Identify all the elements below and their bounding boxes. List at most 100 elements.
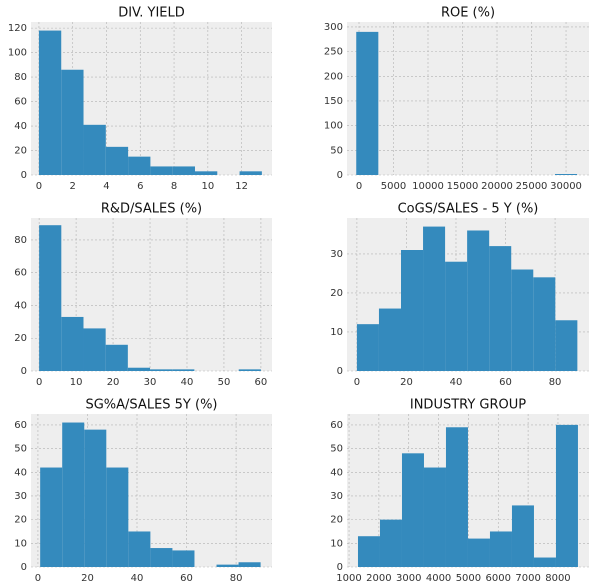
bar: [400, 250, 424, 371]
bar: [150, 548, 173, 567]
bar: [467, 538, 490, 567]
bar: [379, 519, 402, 567]
y-tick-label: 50: [330, 145, 343, 156]
y-tick-label: 60: [14, 420, 27, 431]
x-tick-label: 6000: [486, 573, 511, 584]
bar: [83, 124, 106, 175]
bar: [38, 30, 62, 176]
bar: [356, 324, 379, 371]
x-tick-label: 0: [36, 377, 42, 388]
y-tick-label: 40: [14, 300, 27, 311]
x-tick-label: 80: [549, 377, 562, 388]
x-tick-label: 40: [450, 377, 463, 388]
bar: [489, 246, 512, 371]
x-tick-label: 10000: [412, 181, 444, 192]
x-tick-label: 20000: [481, 181, 513, 192]
x-tick-label: 8000: [545, 573, 570, 584]
bar: [511, 505, 534, 567]
x-tick-label: 3000: [396, 573, 421, 584]
y-tick-label: 50: [14, 444, 27, 455]
x-tick-label: 2000: [366, 573, 391, 584]
x-tick-label: 30: [144, 377, 157, 388]
bar: [216, 564, 239, 567]
bar: [555, 320, 578, 371]
bar: [423, 226, 446, 371]
y-tick-label: 50: [330, 444, 343, 455]
chart-title: SG%A/SALES 5Y (%): [85, 398, 217, 413]
bar: [40, 467, 63, 567]
bar: [172, 166, 195, 175]
chart-title: INDUSTRY GROUP: [410, 398, 526, 413]
y-tick-label: 10: [14, 538, 27, 549]
x-tick-label: 25000: [516, 181, 548, 192]
x-tick-label: 12: [235, 181, 248, 192]
y-tick-label: 0: [21, 562, 27, 573]
y-tick-label: 100: [324, 121, 343, 132]
x-tick-label: 5000: [381, 181, 406, 192]
x-tick-label: 40: [131, 573, 144, 584]
x-tick-label: 6: [137, 181, 143, 192]
bar: [533, 557, 556, 567]
bar: [172, 550, 195, 567]
bar: [445, 427, 468, 567]
bar: [61, 69, 84, 175]
x-tick-label: 5000: [456, 573, 481, 584]
bar: [378, 308, 401, 371]
y-tick-label: 10: [330, 327, 343, 338]
y-tick-label: 40: [14, 121, 27, 132]
y-tick-label: 30: [14, 491, 27, 502]
y-tick-label: 20: [14, 515, 27, 526]
y-tick-label: 10: [330, 538, 343, 549]
bar: [423, 467, 446, 567]
x-tick-label: 1000: [336, 573, 361, 584]
chart-title: DIV. YIELD: [118, 6, 185, 21]
x-tick-label: 15000: [447, 181, 479, 192]
bar: [238, 369, 261, 371]
y-tick-label: 0: [337, 366, 343, 377]
bar: [356, 31, 379, 175]
bar: [105, 344, 128, 371]
x-tick-label: 10: [70, 377, 83, 388]
x-tick-label: 60: [499, 377, 512, 388]
bar: [239, 171, 262, 175]
bar: [39, 225, 62, 371]
y-tick-label: 30: [330, 249, 343, 260]
y-tick-label: 0: [21, 366, 27, 377]
bar: [127, 367, 151, 371]
x-tick-label: 60: [255, 377, 268, 388]
bar: [62, 422, 85, 567]
y-tick-label: 100: [8, 48, 27, 59]
x-tick-label: 0: [354, 377, 360, 388]
bar: [511, 269, 534, 371]
axes-background: [347, 22, 589, 175]
x-tick-label: 10: [201, 181, 214, 192]
y-tick-label: 60: [330, 420, 343, 431]
y-tick-label: 40: [14, 467, 27, 478]
y-tick-label: 40: [330, 467, 343, 478]
bar: [357, 536, 380, 567]
bar: [150, 166, 173, 175]
x-tick-label: 80: [230, 573, 243, 584]
bar: [106, 467, 129, 567]
bar: [467, 230, 490, 371]
x-tick-label: 8: [171, 181, 177, 192]
bar: [238, 562, 261, 567]
x-tick-label: 4000: [426, 573, 451, 584]
bar: [128, 531, 151, 567]
y-tick-label: 20: [14, 146, 27, 157]
x-tick-label: 7000: [515, 573, 540, 584]
x-tick-label: 0: [356, 181, 362, 192]
x-tick-label: 0: [35, 573, 41, 584]
y-tick-label: 80: [14, 72, 27, 83]
x-tick-label: 20: [400, 377, 413, 388]
y-tick-label: 300: [324, 22, 343, 33]
y-tick-label: 80: [14, 235, 27, 246]
x-tick-label: 40: [181, 377, 194, 388]
bar: [194, 171, 218, 175]
y-tick-label: 20: [14, 333, 27, 344]
y-tick-label: 150: [324, 96, 343, 107]
bar: [401, 453, 424, 567]
x-tick-label: 4: [103, 181, 109, 192]
bar: [61, 316, 84, 371]
